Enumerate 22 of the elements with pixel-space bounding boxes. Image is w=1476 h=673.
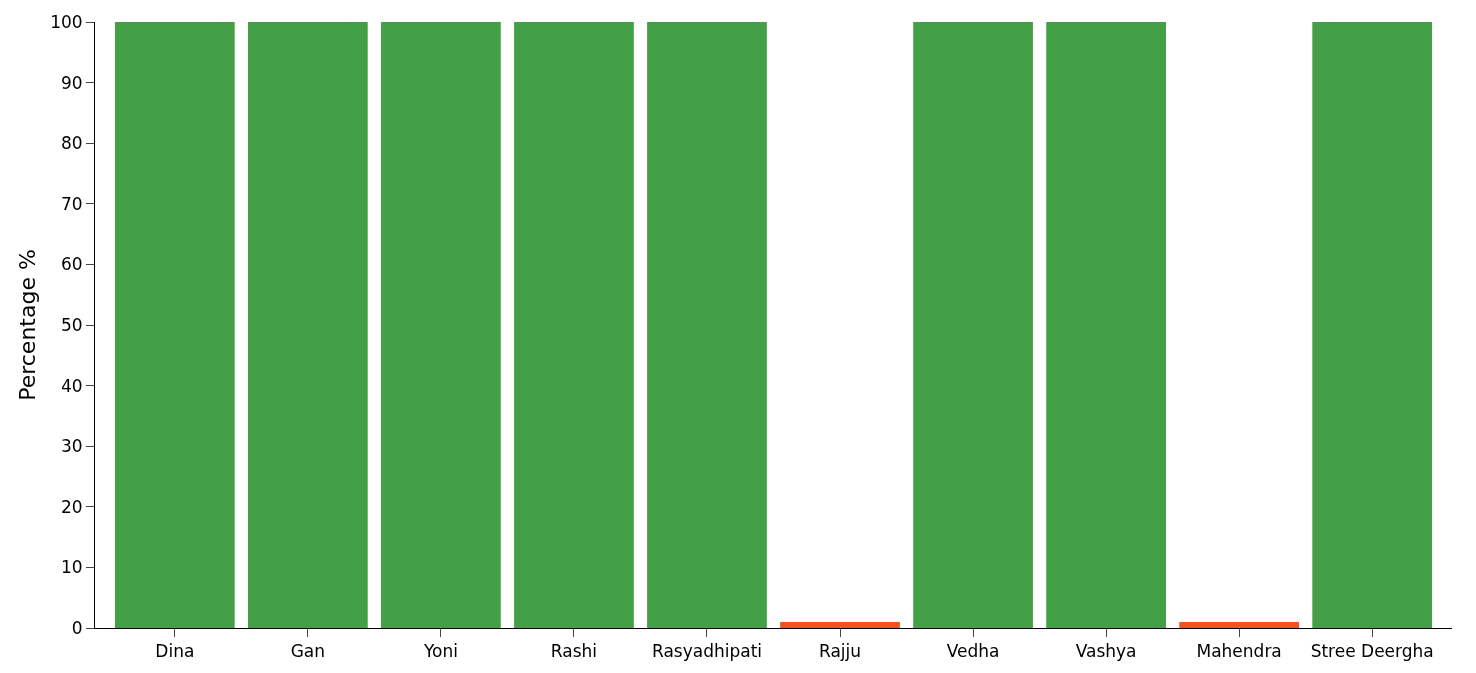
y-tick-label: 70 bbox=[60, 193, 83, 214]
x-tick-label: Vashya bbox=[1075, 641, 1137, 662]
x-tick-label: Mahendra bbox=[1196, 641, 1282, 662]
x-tick-label: Yoni bbox=[422, 641, 458, 662]
y-axis-title: Percentage % bbox=[14, 249, 40, 401]
y-tick-label: 90 bbox=[60, 72, 83, 93]
x-tick-label: Dina bbox=[155, 641, 195, 662]
x-tick-label: Rashi bbox=[550, 641, 598, 662]
y-tick-label: 0 bbox=[71, 617, 83, 638]
y-tick-label: 30 bbox=[60, 436, 83, 457]
y-tick-label: 10 bbox=[60, 557, 83, 578]
x-tick-label: Rasyadhipati bbox=[651, 641, 763, 662]
x-tick-label: Rajju bbox=[818, 641, 862, 662]
x-tick-label: Vedha bbox=[946, 641, 1000, 662]
y-tick-label: 100 bbox=[50, 11, 83, 32]
x-tick-label: Gan bbox=[290, 641, 326, 662]
x-tick-label: Stree Deergha bbox=[1310, 641, 1434, 662]
y-tick-label: 40 bbox=[60, 375, 83, 396]
y-tick-label: 60 bbox=[60, 254, 83, 275]
y-tick-label: 20 bbox=[60, 496, 83, 517]
y-tick-label: 50 bbox=[60, 314, 83, 335]
y-tick-label: 80 bbox=[60, 133, 83, 154]
